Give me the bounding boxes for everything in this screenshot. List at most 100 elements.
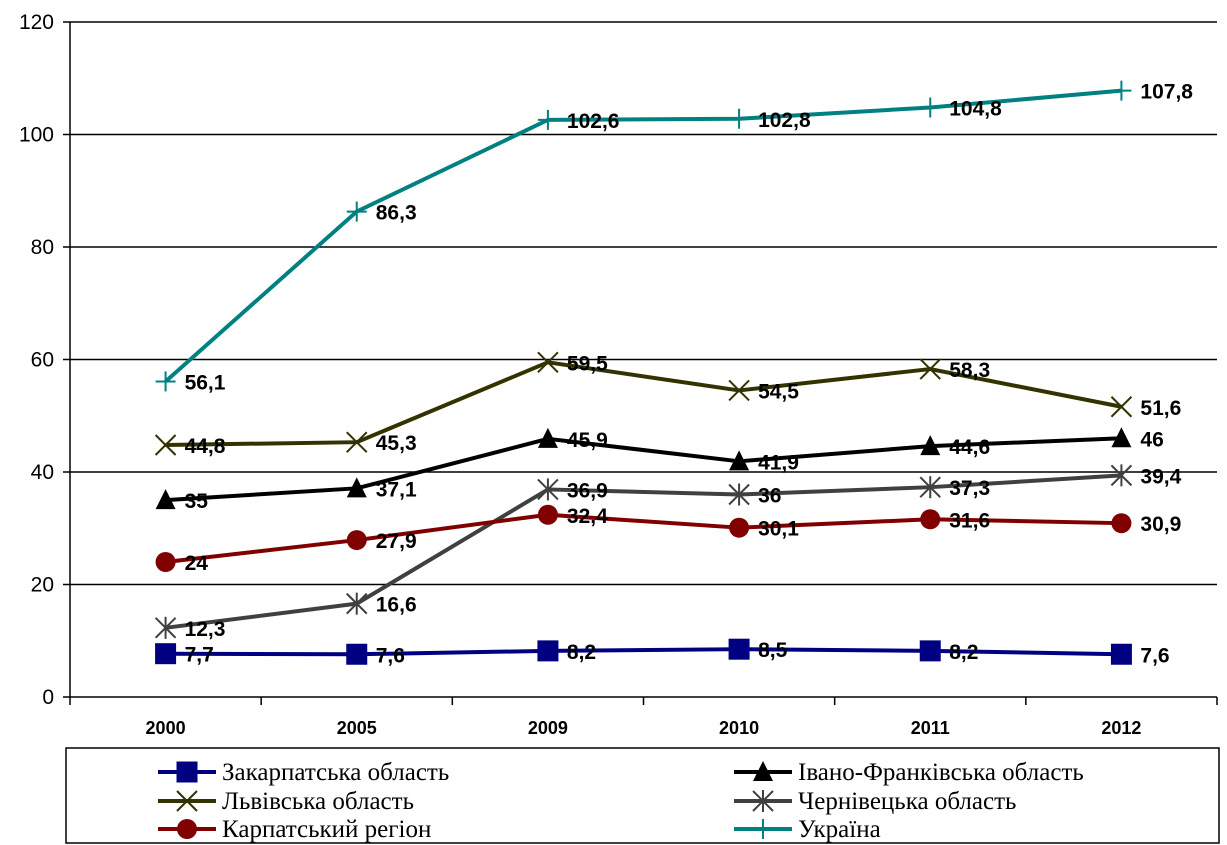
data-point-marker-shape bbox=[537, 504, 558, 525]
x-tick-label: 2005 bbox=[337, 718, 377, 738]
data-label: 59,5 bbox=[567, 352, 608, 375]
data-point-marker-shape bbox=[346, 530, 367, 551]
series-line-4 bbox=[165, 512, 1122, 564]
data-point-marker-shape bbox=[1111, 427, 1132, 448]
legend-marker-shape bbox=[753, 761, 773, 781]
legend-label: Львівська область bbox=[222, 788, 414, 815]
series-line-3 bbox=[165, 473, 1122, 630]
data-label: 36 bbox=[758, 485, 781, 508]
data-point-marker bbox=[919, 640, 941, 662]
data-point-marker bbox=[728, 379, 750, 402]
y-tick-label: 60 bbox=[31, 349, 54, 372]
data-label: 39,4 bbox=[1140, 465, 1181, 488]
data-label: 37,3 bbox=[949, 477, 990, 500]
data-label: 8,2 bbox=[949, 641, 978, 664]
legend-marker bbox=[177, 819, 197, 839]
legend-label: Карпатський регіон bbox=[222, 816, 431, 843]
legend-marker-shape bbox=[176, 761, 198, 783]
series-lines bbox=[154, 80, 1133, 665]
data-label: 36,9 bbox=[567, 479, 608, 502]
legend-item: Україна bbox=[734, 816, 881, 843]
data-label: 46 bbox=[1140, 428, 1163, 451]
x-tick-label: 2011 bbox=[911, 718, 950, 738]
data-point-marker bbox=[919, 358, 941, 380]
x-tick-label: 2000 bbox=[146, 718, 186, 738]
data-label: 16,6 bbox=[376, 594, 417, 617]
y-tick-label: 40 bbox=[31, 461, 54, 484]
data-point-marker-shape bbox=[729, 517, 750, 538]
data-label: 102,6 bbox=[567, 110, 620, 133]
data-point-marker-stroke bbox=[346, 431, 368, 453]
data-label: 102,8 bbox=[758, 109, 811, 132]
x-tick-label: 2010 bbox=[719, 718, 759, 738]
legend-marker bbox=[176, 790, 198, 812]
legend-item: Львівська область bbox=[158, 788, 414, 815]
data-point-marker bbox=[919, 476, 941, 499]
data-point-marker-shape bbox=[537, 427, 558, 448]
y-tick-label: 100 bbox=[19, 124, 54, 147]
legend-item: Чернівецька область bbox=[734, 788, 1016, 815]
data-point-marker bbox=[346, 201, 367, 222]
legend-item: Закарпатська область bbox=[158, 759, 449, 786]
data-point-marker bbox=[346, 643, 368, 665]
data-point-marker bbox=[537, 351, 559, 374]
data-point-marker bbox=[155, 552, 176, 572]
data-point-marker bbox=[154, 434, 177, 456]
data-label: 107,8 bbox=[1140, 81, 1193, 104]
data-point-marker bbox=[729, 517, 750, 538]
data-point-marker-shape bbox=[1110, 643, 1132, 665]
data-point-marker bbox=[346, 592, 368, 615]
data-point-marker-shape bbox=[155, 643, 177, 665]
legend-marker bbox=[753, 819, 773, 839]
data-point-marker-stroke bbox=[728, 379, 750, 402]
data-label: 12,3 bbox=[185, 618, 226, 641]
data-label: 44,8 bbox=[185, 435, 226, 458]
data-label: 27,9 bbox=[376, 530, 417, 553]
gridlines bbox=[70, 21, 1217, 586]
data-label: 7,6 bbox=[376, 644, 405, 667]
data-point-marker bbox=[537, 478, 559, 501]
data-point-marker-stroke bbox=[1110, 396, 1133, 418]
x-tick-label: 2012 bbox=[1101, 718, 1141, 738]
legend-marker-stroke bbox=[176, 790, 198, 812]
data-point-marker bbox=[346, 431, 368, 453]
series-line-2 bbox=[165, 360, 1122, 447]
legend-marker bbox=[753, 761, 773, 781]
series-line-5 bbox=[164, 88, 1122, 383]
data-point-marker bbox=[155, 643, 177, 665]
series-line-0 bbox=[165, 647, 1122, 657]
data-point-marker-shape bbox=[729, 450, 750, 471]
series-line-1 bbox=[165, 436, 1122, 503]
data-point-marker bbox=[1110, 396, 1133, 418]
data-point-marker bbox=[1110, 464, 1133, 487]
data-point-marker bbox=[1111, 513, 1132, 534]
data-point-marker bbox=[1110, 643, 1132, 665]
data-point-marker bbox=[729, 108, 750, 129]
data-point-marker bbox=[537, 427, 558, 448]
data-point-marker bbox=[1111, 80, 1132, 101]
data-point-marker bbox=[729, 450, 750, 471]
data-point-marker bbox=[537, 640, 559, 662]
data-point-marker bbox=[728, 638, 750, 660]
data-point-marker-shape bbox=[155, 489, 176, 510]
data-label: 31,6 bbox=[949, 509, 990, 532]
data-point-marker bbox=[346, 477, 367, 498]
data-point-marker-stroke bbox=[537, 351, 559, 374]
data-point-marker-shape bbox=[537, 640, 559, 662]
data-label: 30,1 bbox=[758, 518, 799, 541]
legend-label: Чернівецька область bbox=[798, 788, 1016, 815]
data-point-marker bbox=[155, 371, 176, 392]
data-label: 45,3 bbox=[376, 432, 417, 455]
data-label: 30,9 bbox=[1140, 513, 1181, 536]
data-point-marker bbox=[155, 489, 176, 510]
data-point-marker-stroke bbox=[919, 358, 941, 380]
data-point-marker-shape bbox=[346, 643, 368, 665]
data-label: 32,4 bbox=[567, 505, 608, 528]
data-label: 41,9 bbox=[758, 451, 799, 474]
data-point-marker bbox=[346, 530, 367, 551]
legend-item: Карпатський регіон bbox=[158, 816, 431, 843]
data-label: 54,5 bbox=[758, 380, 799, 403]
data-point-marker-shape bbox=[920, 509, 941, 530]
data-label: 104,8 bbox=[949, 98, 1002, 121]
